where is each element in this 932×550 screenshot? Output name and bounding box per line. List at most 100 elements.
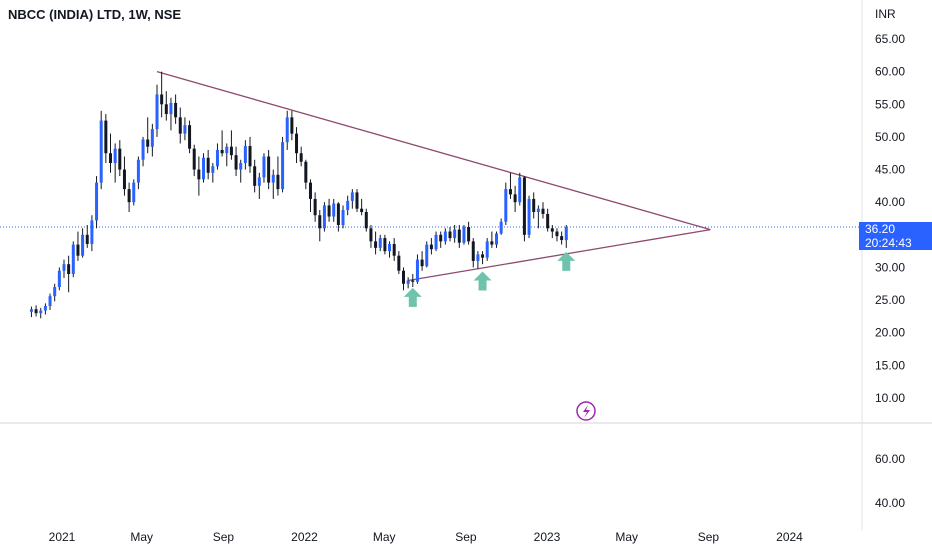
lightning-icon[interactable] (576, 401, 596, 421)
candle[interactable] (420, 251, 424, 271)
candle[interactable] (257, 172, 261, 199)
candle[interactable] (57, 267, 61, 291)
candle[interactable] (285, 110, 289, 150)
candle[interactable] (160, 71, 164, 118)
candle[interactable] (555, 228, 559, 242)
candle[interactable] (215, 143, 219, 170)
candle[interactable] (290, 110, 294, 141)
candle[interactable] (146, 117, 150, 154)
candle[interactable] (406, 277, 410, 289)
candle[interactable] (109, 133, 112, 173)
candle[interactable] (401, 267, 405, 291)
candle[interactable] (495, 231, 499, 248)
price-axis[interactable]: INR 65.0060.0055.0050.0045.0040.0035.003… (875, 7, 905, 405)
candle[interactable] (164, 91, 168, 121)
candle[interactable] (392, 238, 396, 261)
candle[interactable] (564, 225, 568, 248)
candle[interactable] (267, 149, 271, 190)
candle[interactable] (211, 163, 215, 183)
candle[interactable] (67, 255, 71, 293)
candle[interactable] (550, 225, 554, 239)
candle[interactable] (518, 172, 522, 206)
upper-trendline[interactable] (156, 71, 711, 231)
candle[interactable] (271, 169, 275, 199)
candle[interactable] (150, 123, 154, 157)
candle[interactable] (62, 259, 66, 278)
candle[interactable] (374, 231, 378, 255)
candle[interactable] (397, 251, 401, 274)
candle[interactable] (239, 159, 243, 183)
candle[interactable] (183, 117, 187, 141)
candle[interactable] (522, 176, 526, 242)
candle[interactable] (327, 198, 331, 222)
candle[interactable] (225, 143, 229, 167)
candle[interactable] (318, 210, 322, 242)
candle[interactable] (253, 159, 257, 193)
candle[interactable] (439, 231, 443, 248)
candle[interactable] (299, 146, 303, 167)
candle[interactable] (443, 228, 447, 245)
candle[interactable] (95, 176, 99, 229)
candle[interactable] (202, 153, 206, 183)
candle[interactable] (532, 192, 536, 219)
candle[interactable] (174, 94, 178, 124)
candles[interactable] (29, 71, 568, 319)
candle[interactable] (508, 172, 512, 199)
candle[interactable] (295, 127, 299, 164)
candle[interactable] (453, 225, 457, 243)
candle[interactable] (355, 189, 359, 212)
candle[interactable] (471, 238, 475, 268)
candle[interactable] (415, 254, 419, 284)
candle[interactable] (248, 136, 252, 173)
candle[interactable] (485, 238, 489, 261)
candle[interactable] (308, 179, 312, 212)
candle[interactable] (122, 156, 126, 196)
candle[interactable] (178, 107, 182, 144)
candle[interactable] (132, 179, 136, 206)
candle[interactable] (476, 251, 480, 269)
candle[interactable] (369, 225, 373, 248)
candle[interactable] (434, 231, 438, 252)
candle[interactable] (313, 192, 317, 222)
candle[interactable] (527, 195, 531, 239)
candle[interactable] (364, 208, 368, 232)
candle[interactable] (188, 120, 192, 154)
lower-trendline[interactable] (408, 228, 711, 282)
candle[interactable] (39, 307, 43, 319)
candle[interactable] (113, 143, 117, 183)
candle[interactable] (304, 159, 308, 190)
candle[interactable] (276, 156, 280, 196)
candle[interactable] (85, 225, 89, 248)
candle[interactable] (332, 198, 336, 222)
candle[interactable] (141, 136, 145, 167)
candle[interactable] (127, 182, 131, 212)
candle[interactable] (467, 221, 471, 245)
candle[interactable] (546, 208, 550, 232)
candle[interactable] (411, 273, 415, 288)
candle[interactable] (499, 218, 503, 235)
candle[interactable] (81, 228, 85, 258)
candle[interactable] (350, 189, 354, 209)
candle[interactable] (462, 225, 466, 245)
candle[interactable] (336, 202, 340, 232)
candle[interactable] (197, 156, 201, 196)
candle[interactable] (346, 195, 350, 216)
candle[interactable] (322, 202, 326, 232)
candle[interactable] (43, 303, 47, 315)
candle[interactable] (234, 146, 238, 177)
candle[interactable] (425, 241, 429, 268)
candle[interactable] (48, 293, 52, 310)
candle[interactable] (541, 202, 545, 219)
candle[interactable] (360, 198, 364, 216)
candle[interactable] (378, 234, 382, 252)
candle[interactable] (513, 185, 517, 212)
candle[interactable] (90, 215, 94, 252)
candle[interactable] (220, 130, 224, 157)
candle[interactable] (481, 251, 485, 265)
candle[interactable] (341, 205, 345, 229)
candle[interactable] (34, 305, 38, 317)
candle[interactable] (429, 238, 433, 255)
candle[interactable] (504, 182, 508, 226)
candle[interactable] (560, 231, 564, 245)
